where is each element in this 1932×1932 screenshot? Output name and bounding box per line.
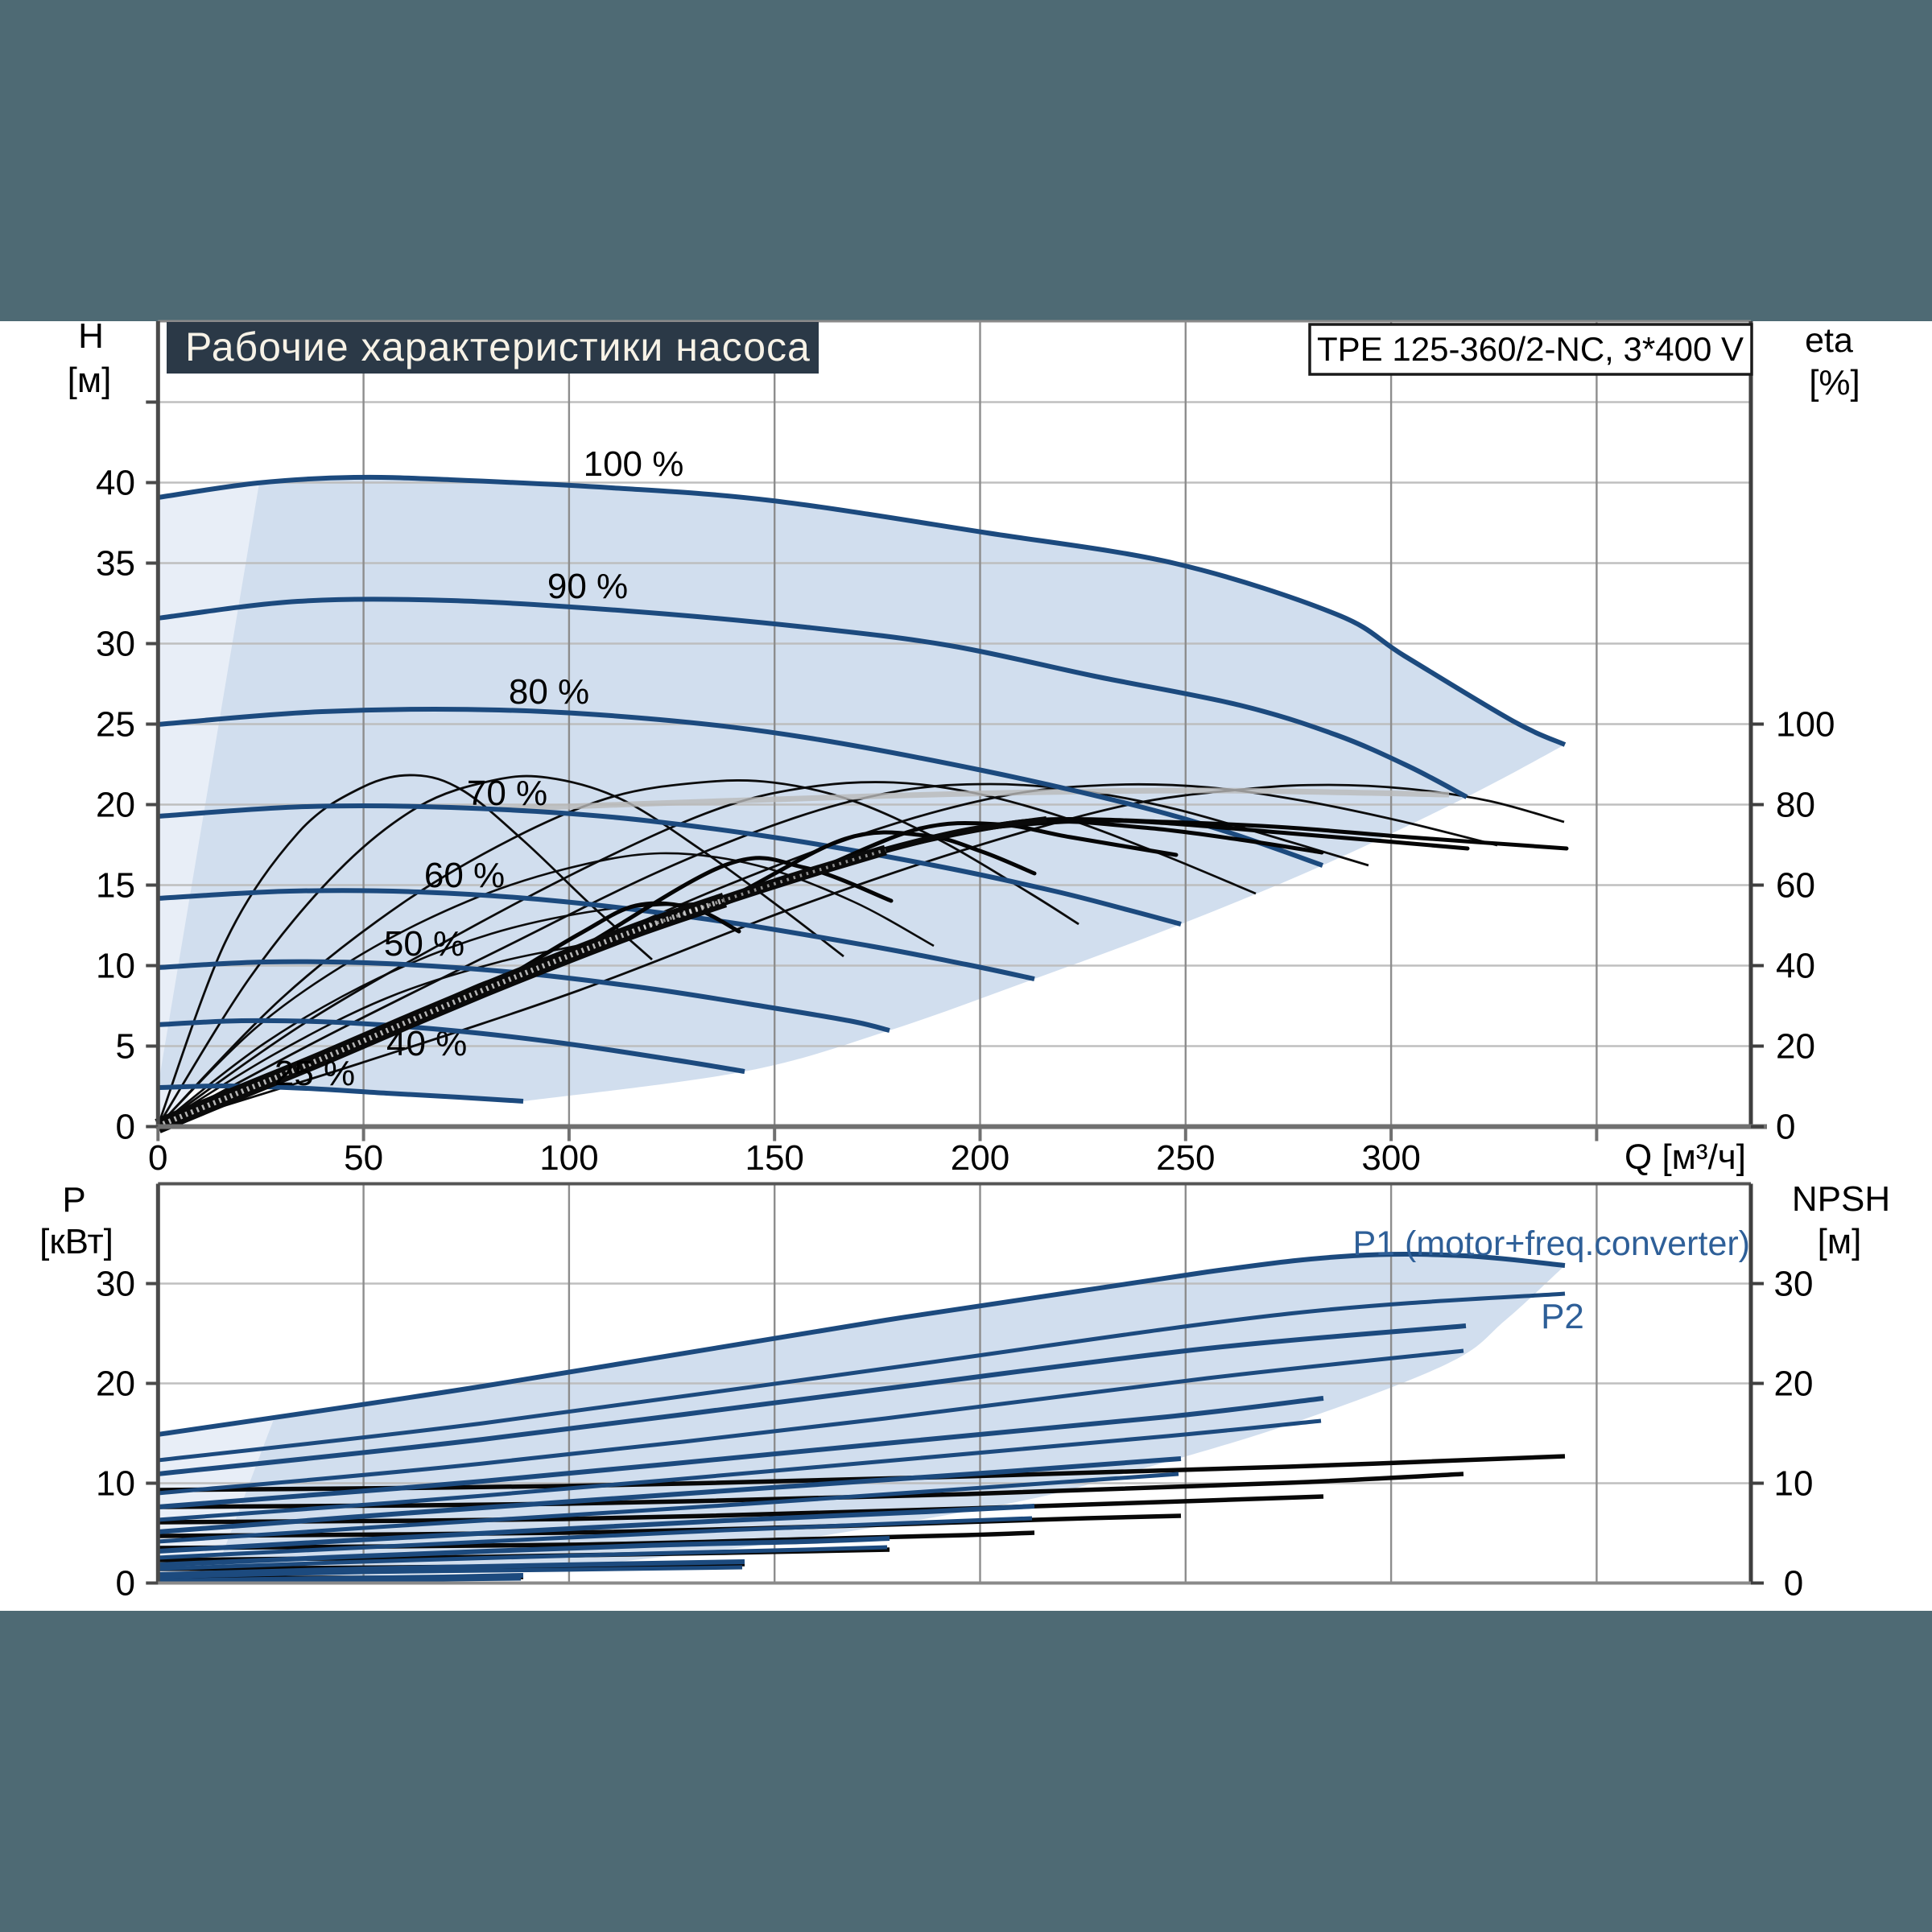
svg-text:0: 0 bbox=[1784, 1564, 1803, 1604]
svg-text:100: 100 bbox=[1776, 705, 1835, 745]
svg-text:[м]: [м] bbox=[1818, 1222, 1862, 1261]
svg-text:90 %: 90 % bbox=[547, 567, 628, 606]
svg-text:30: 30 bbox=[96, 1265, 135, 1304]
svg-text:P1 (motor+freq.converter): P1 (motor+freq.converter) bbox=[1353, 1224, 1751, 1263]
svg-text:70 %: 70 % bbox=[467, 774, 547, 813]
svg-text:0: 0 bbox=[148, 1138, 167, 1178]
svg-text:20: 20 bbox=[96, 1364, 135, 1404]
svg-text:100: 100 bbox=[539, 1138, 598, 1178]
svg-text:10: 10 bbox=[96, 1464, 135, 1504]
svg-text:[кВт]: [кВт] bbox=[39, 1222, 114, 1261]
svg-text:50 %: 50 % bbox=[384, 924, 464, 964]
svg-text:P2: P2 bbox=[1541, 1297, 1584, 1336]
svg-text:TPE 125-360/2-NC, 3*400 V: TPE 125-360/2-NC, 3*400 V bbox=[1317, 330, 1744, 368]
svg-text:60 %: 60 % bbox=[424, 856, 505, 895]
svg-text:80: 80 bbox=[1776, 786, 1815, 825]
svg-text:50: 50 bbox=[344, 1138, 383, 1178]
svg-text:60: 60 bbox=[1776, 866, 1815, 906]
svg-text:30: 30 bbox=[96, 625, 135, 664]
svg-text:80 %: 80 % bbox=[509, 672, 589, 712]
svg-text:20: 20 bbox=[1774, 1364, 1814, 1404]
svg-text:15: 15 bbox=[96, 866, 135, 906]
svg-text:40: 40 bbox=[1776, 947, 1815, 986]
svg-text:300: 300 bbox=[1361, 1138, 1420, 1178]
svg-text:eta: eta bbox=[1805, 321, 1853, 360]
svg-text:150: 150 bbox=[745, 1138, 803, 1178]
svg-text:25 %: 25 % bbox=[275, 1054, 355, 1093]
svg-text:35: 35 bbox=[96, 544, 135, 584]
svg-text:250: 250 bbox=[1156, 1138, 1215, 1178]
svg-text:10: 10 bbox=[1774, 1464, 1814, 1504]
svg-text:25: 25 bbox=[96, 705, 135, 745]
svg-text:100 %: 100 % bbox=[584, 444, 684, 484]
svg-text:[м]: [м] bbox=[68, 361, 112, 400]
svg-text:30: 30 bbox=[1774, 1265, 1814, 1304]
svg-text:H: H bbox=[78, 316, 104, 356]
svg-text:5: 5 bbox=[116, 1027, 135, 1067]
svg-text:0: 0 bbox=[1776, 1108, 1795, 1147]
svg-text:0: 0 bbox=[116, 1564, 135, 1604]
svg-text:P: P bbox=[62, 1180, 85, 1220]
svg-text:Рабочие характеристики насоса: Рабочие характеристики насоса bbox=[185, 324, 811, 369]
svg-text:[%]: [%] bbox=[1809, 363, 1860, 402]
svg-text:10: 10 bbox=[96, 947, 135, 986]
svg-text:0: 0 bbox=[116, 1108, 135, 1147]
svg-text:20: 20 bbox=[96, 786, 135, 825]
svg-text:NPSH: NPSH bbox=[1792, 1179, 1890, 1219]
svg-text:Q [м³/ч]: Q [м³/ч] bbox=[1624, 1137, 1746, 1177]
svg-text:200: 200 bbox=[951, 1138, 1009, 1178]
svg-text:20: 20 bbox=[1776, 1027, 1815, 1067]
svg-text:40: 40 bbox=[96, 464, 135, 503]
